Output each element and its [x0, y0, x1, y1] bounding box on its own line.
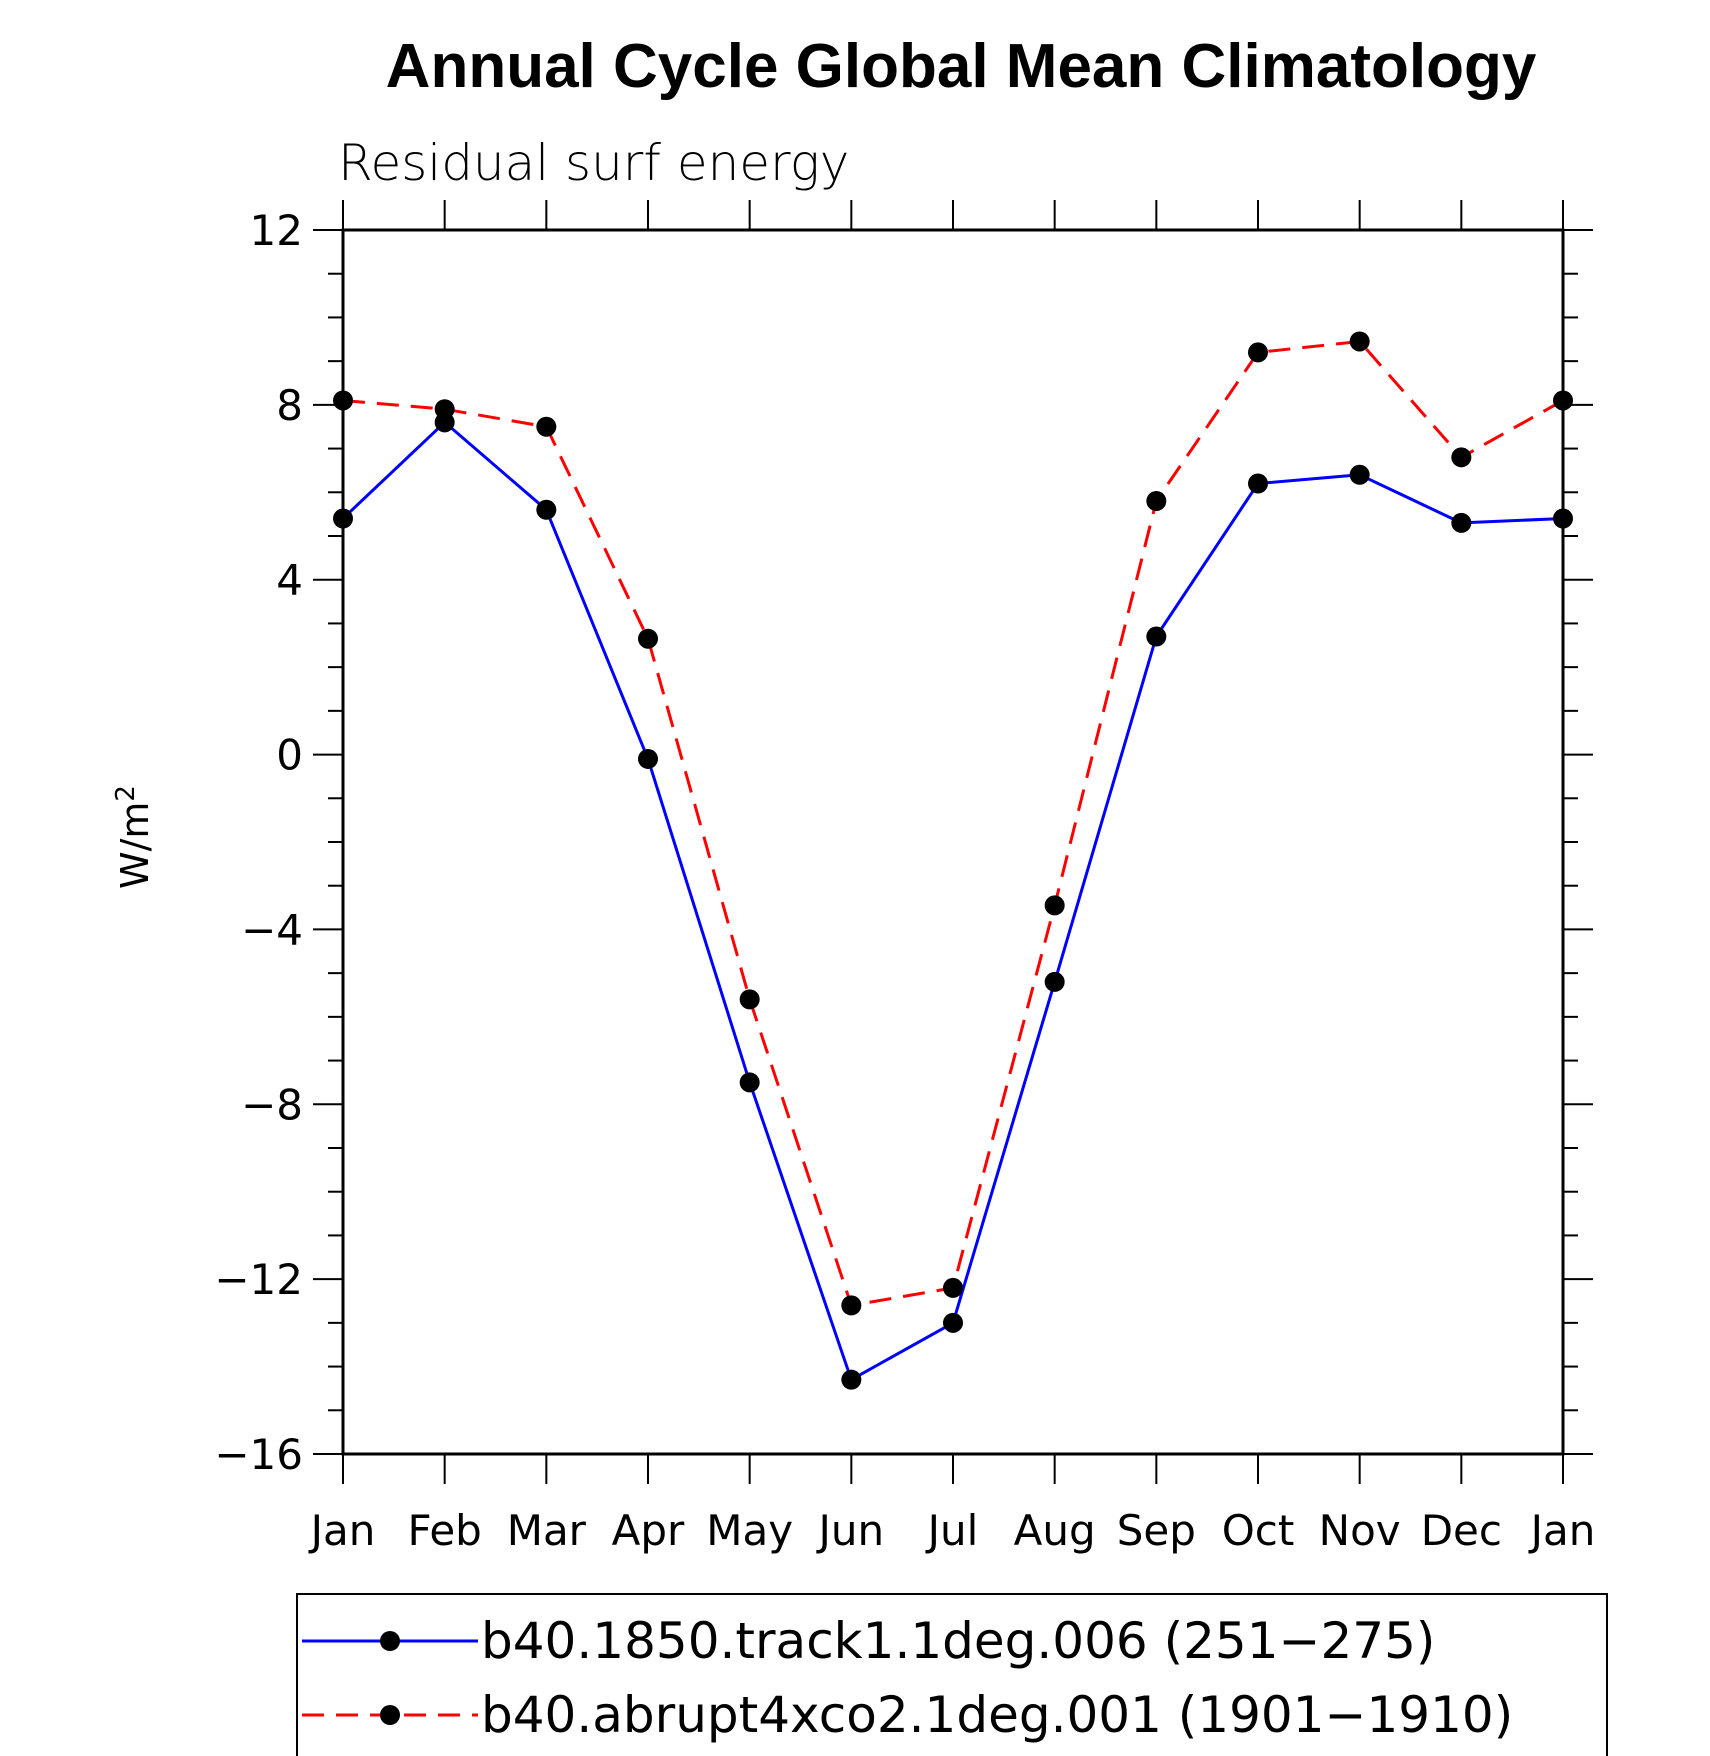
- y-tick-label-0: −16: [214, 1430, 303, 1479]
- chart-title: Annual Cycle Global Mean Climatology: [386, 32, 1537, 101]
- y-axis-label-text: W/m: [113, 802, 157, 889]
- series-1-point-7: [1044, 895, 1065, 916]
- legend-swatch-marker-1: [380, 1705, 400, 1725]
- legend-swatch-marker-0: [380, 1631, 400, 1651]
- x-tick-label-1: Feb: [407, 1506, 481, 1555]
- y-tick-label-7: 12: [250, 206, 303, 255]
- series-0-point-8: [1146, 626, 1167, 647]
- x-tick-label-0: Jan: [308, 1506, 376, 1555]
- y-axis-label-superscript: 2: [111, 785, 141, 802]
- series-0-point-5: [841, 1369, 862, 1390]
- series-0-point-0: [333, 508, 353, 529]
- series-1-point-2: [536, 416, 557, 437]
- series-1-point-8: [1146, 491, 1167, 512]
- series-0-point-10: [1349, 464, 1370, 485]
- series-0-point-2: [536, 499, 557, 520]
- x-tick-label-9: Oct: [1222, 1506, 1295, 1555]
- series-line-1: [342, 340, 1564, 1307]
- x-tick-label-12: Jan: [1528, 1506, 1596, 1555]
- series-0-point-6: [943, 1312, 963, 1333]
- series-1-point-9: [1248, 342, 1268, 363]
- series-0-point-9: [1248, 473, 1268, 494]
- series-1-point-0: [333, 390, 353, 411]
- series-0-point-11: [1451, 512, 1472, 533]
- series-1-point-6: [943, 1277, 963, 1298]
- y-tick-label-4: 0: [276, 731, 303, 780]
- series-1-point-10: [1349, 331, 1370, 352]
- series-1-point-4: [739, 989, 760, 1010]
- series-0-point-7: [1044, 971, 1065, 992]
- y-tick-label-5: 4: [276, 556, 303, 605]
- series-line-0: [341, 420, 1564, 1382]
- x-tick-label-4: May: [706, 1506, 793, 1555]
- legend: b40.1850.track1.1deg.006 (251−275) b40.a…: [296, 1593, 1608, 1756]
- x-tick-label-10: Nov: [1319, 1506, 1401, 1555]
- series-1-point-11: [1451, 447, 1472, 468]
- plot-frame: [341, 228, 1565, 1456]
- y-tick-label-3: −4: [241, 905, 303, 954]
- series-1-point-5: [841, 1295, 862, 1316]
- y-axis-label: W/m2: [111, 785, 157, 889]
- y-tick-label-6: 8: [276, 381, 303, 430]
- svg-text:W/m2: W/m2: [111, 785, 157, 889]
- x-tick-label-3: Apr: [612, 1506, 685, 1555]
- x-tick-label-6: Jul: [925, 1506, 979, 1555]
- series-1-point-12: [1553, 390, 1573, 411]
- series-1-point-1: [434, 399, 455, 420]
- x-tick-label-11: Dec: [1421, 1506, 1502, 1555]
- series-0-point-3: [638, 748, 658, 769]
- series-0-point-12: [1553, 508, 1573, 529]
- series-0-point-4: [739, 1072, 760, 1093]
- series-1-point-3: [638, 628, 658, 649]
- legend-label-0: b40.1850.track1.1deg.006 (251−275): [481, 1612, 1435, 1670]
- legend-label-1: b40.abrupt4xco2.1deg.001 (1901−1910): [481, 1686, 1513, 1744]
- x-tick-label-5: Jun: [816, 1506, 885, 1555]
- x-tick-label-8: Sep: [1117, 1506, 1196, 1555]
- x-tick-label-2: Mar: [507, 1506, 587, 1555]
- chart-subtitle: Residual surf energy: [338, 134, 849, 192]
- y-tick-label-1: −12: [214, 1255, 303, 1304]
- legend-box: [296, 1593, 1608, 1756]
- x-tick-label-7: Aug: [1014, 1506, 1096, 1555]
- y-tick-label-2: −8: [241, 1080, 303, 1129]
